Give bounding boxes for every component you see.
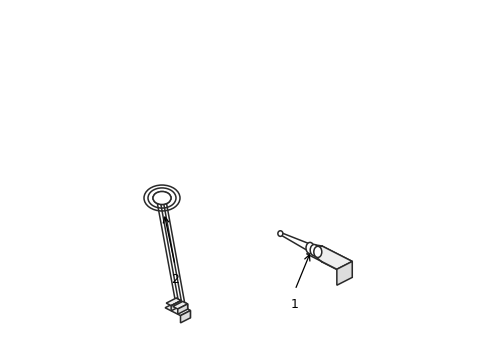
- Text: 1: 1: [291, 298, 299, 311]
- Polygon shape: [307, 246, 352, 269]
- Polygon shape: [322, 246, 352, 278]
- Polygon shape: [183, 301, 188, 309]
- Ellipse shape: [306, 242, 314, 253]
- Polygon shape: [171, 301, 181, 311]
- Polygon shape: [337, 261, 352, 285]
- Polygon shape: [176, 298, 181, 306]
- Ellipse shape: [310, 244, 318, 256]
- Polygon shape: [178, 304, 188, 314]
- Ellipse shape: [153, 192, 171, 204]
- Text: 2: 2: [171, 273, 179, 286]
- Polygon shape: [165, 303, 191, 316]
- Polygon shape: [173, 301, 188, 309]
- Ellipse shape: [314, 246, 322, 257]
- Ellipse shape: [278, 231, 283, 237]
- Polygon shape: [180, 311, 191, 323]
- Polygon shape: [166, 298, 181, 306]
- Polygon shape: [175, 303, 191, 318]
